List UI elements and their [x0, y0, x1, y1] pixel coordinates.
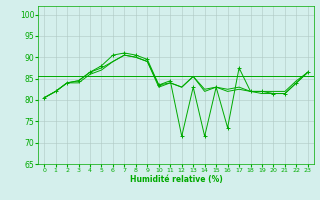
X-axis label: Humidité relative (%): Humidité relative (%): [130, 175, 222, 184]
